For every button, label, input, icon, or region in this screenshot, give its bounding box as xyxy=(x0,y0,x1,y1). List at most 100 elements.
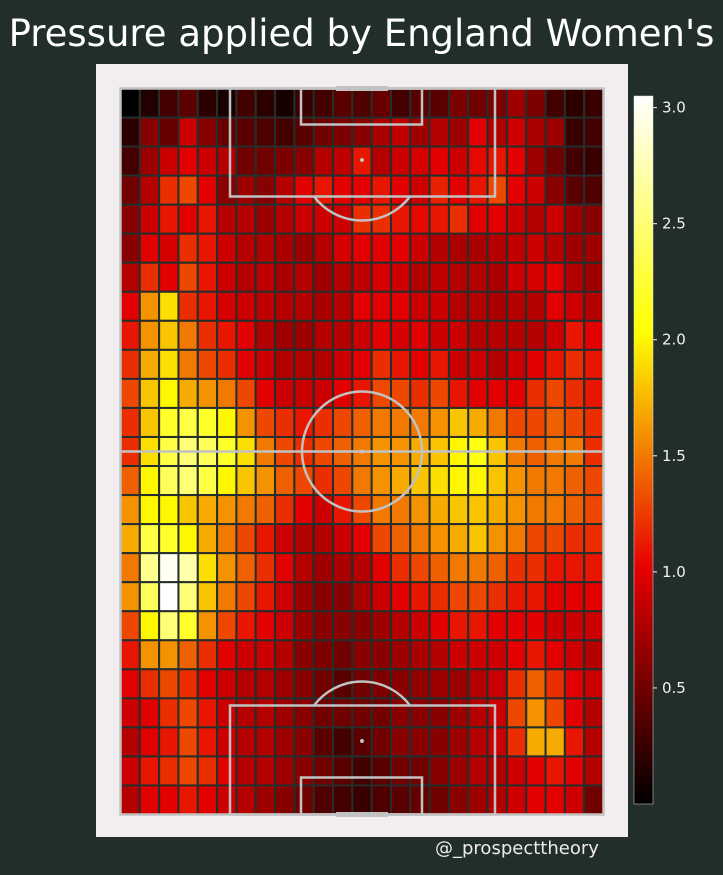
heatmap-cell xyxy=(119,290,141,322)
heatmap-cell xyxy=(138,174,161,206)
heatmap-cell xyxy=(351,581,373,613)
heatmap-cell xyxy=(158,261,180,293)
heatmap-cell xyxy=(293,697,315,729)
heatmap-cell xyxy=(563,755,586,787)
heatmap-cell xyxy=(177,290,199,322)
heatmap-cell xyxy=(196,465,219,497)
heatmap-cell xyxy=(447,465,470,497)
heatmap-cell xyxy=(467,523,489,555)
heatmap-cell xyxy=(505,552,528,584)
heatmap-cell xyxy=(583,377,605,409)
heatmap-cell xyxy=(525,348,547,380)
heatmap-cell xyxy=(293,377,315,409)
heatmap-cell xyxy=(119,348,141,380)
heatmap-cell xyxy=(544,755,566,787)
heatmap-cell xyxy=(409,697,431,729)
heatmap-cell xyxy=(254,116,277,148)
heatmap-cell xyxy=(254,377,277,409)
heatmap-cell xyxy=(467,697,489,729)
heatmap-cell xyxy=(467,203,489,235)
heatmap-cell xyxy=(177,174,199,206)
heatmap-cell xyxy=(563,406,586,438)
heatmap-cell xyxy=(274,290,296,322)
heatmap-cell xyxy=(544,290,566,322)
heatmap-cell xyxy=(525,377,547,409)
heatmap-cell xyxy=(486,668,508,700)
heatmap-cell xyxy=(467,145,489,177)
heatmap-cell xyxy=(216,784,238,816)
heatmap-cell xyxy=(447,668,470,700)
heatmap-cell xyxy=(332,784,354,816)
heatmap-cell xyxy=(158,319,180,351)
heatmap-cell xyxy=(293,232,315,264)
heatmap-cell xyxy=(138,610,161,642)
heatmap-cell xyxy=(583,87,605,119)
heatmap-cell xyxy=(544,610,566,642)
heatmap-cell xyxy=(293,261,315,293)
heatmap-cell xyxy=(138,261,161,293)
heatmap-cell xyxy=(563,290,586,322)
heatmap-cell xyxy=(351,465,373,497)
heatmap-cell xyxy=(370,261,392,293)
heatmap-cell xyxy=(177,87,199,119)
heatmap-cell xyxy=(293,755,315,787)
heatmap-cell xyxy=(119,145,141,177)
heatmap-cell xyxy=(389,610,412,642)
heatmap-cell xyxy=(158,348,180,380)
heatmap-cell xyxy=(583,145,605,177)
heatmap-cell xyxy=(525,639,547,671)
heatmap-cell xyxy=(235,232,257,264)
heatmap-cell xyxy=(177,232,199,264)
heatmap-cell xyxy=(544,523,566,555)
heatmap-cell xyxy=(428,668,450,700)
heatmap-cell xyxy=(428,581,450,613)
heatmap-cell xyxy=(447,348,470,380)
heatmap-cell xyxy=(293,552,315,584)
heatmap-cell xyxy=(505,610,528,642)
heatmap-cell xyxy=(293,639,315,671)
heatmap-cell xyxy=(370,523,392,555)
heatmap-cell xyxy=(177,261,199,293)
heatmap-cell xyxy=(563,87,586,119)
heatmap-cell xyxy=(332,697,354,729)
heatmap-cell xyxy=(119,494,141,526)
heatmap-cell xyxy=(544,784,566,816)
heatmap-cell xyxy=(351,261,373,293)
heatmap-cell xyxy=(525,87,547,119)
heatmap-cell xyxy=(119,232,141,264)
heatmap-cell xyxy=(254,755,277,787)
heatmap-cell xyxy=(389,232,412,264)
heatmap-cell xyxy=(525,203,547,235)
heatmap-cell xyxy=(447,261,470,293)
heatmap-cell xyxy=(158,755,180,787)
heatmap-cell xyxy=(428,377,450,409)
heatmap-cell xyxy=(447,377,470,409)
heatmap-cell xyxy=(389,377,412,409)
heatmap-cell xyxy=(544,145,566,177)
heatmap-cell xyxy=(428,726,450,758)
heatmap-cell xyxy=(447,406,470,438)
heatmap-cell xyxy=(196,610,219,642)
heatmap-cell xyxy=(332,145,354,177)
heatmap-cell xyxy=(544,494,566,526)
heatmap-cell xyxy=(583,726,605,758)
heatmap-cell xyxy=(409,348,431,380)
heatmap-cell xyxy=(274,174,296,206)
heatmap-cell xyxy=(274,523,296,555)
heatmap-cell xyxy=(447,87,470,119)
heatmap-cell xyxy=(563,697,586,729)
heatmap-cell xyxy=(254,552,277,584)
heatmap-cell xyxy=(467,319,489,351)
heatmap-cell xyxy=(177,145,199,177)
heatmap-cell xyxy=(544,232,566,264)
heatmap-cell xyxy=(447,610,470,642)
heatmap-cell xyxy=(177,668,199,700)
heatmap-cell xyxy=(254,319,277,351)
heatmap-cell xyxy=(544,319,566,351)
heatmap-cell xyxy=(486,203,508,235)
heatmap-cell xyxy=(447,755,470,787)
heatmap-cell xyxy=(505,697,528,729)
heatmap-cell xyxy=(216,639,238,671)
heatmap-cell xyxy=(428,203,450,235)
heatmap-cell xyxy=(196,639,219,671)
